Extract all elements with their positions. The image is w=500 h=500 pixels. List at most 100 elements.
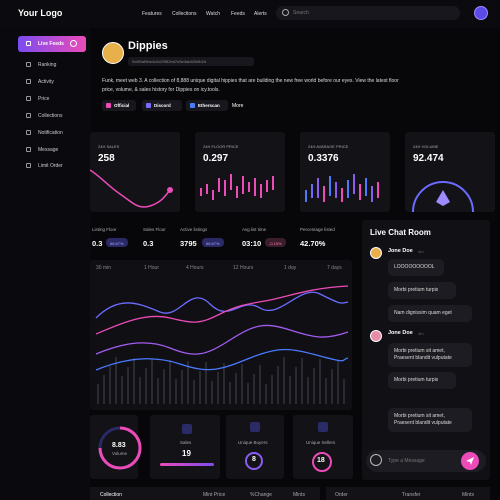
collection-table-header (90, 487, 320, 500)
floor-price-bars (200, 174, 274, 200)
chat-avatar (370, 330, 382, 342)
sidebar-item-ranking[interactable]: Ranking (38, 62, 57, 68)
tab-7days[interactable]: 7 days (327, 265, 342, 271)
chat-title: Live Chat Room (370, 228, 431, 237)
tab-30min[interactable]: 30 min (96, 265, 112, 271)
logo[interactable]: Your Logo (18, 8, 63, 18)
tab-1hour[interactable]: 1 Hour (144, 265, 160, 271)
sidebar-item-live-feeds[interactable] (18, 36, 86, 52)
search-input[interactable] (276, 6, 460, 20)
nav-alerts[interactable]: Alerts (254, 11, 267, 17)
price-icon (26, 96, 31, 101)
message-input[interactable] (366, 450, 486, 472)
unique-sellers-ring (312, 452, 332, 472)
sidebar-item-activity[interactable]: Activity (38, 79, 54, 85)
collections-icon (26, 113, 31, 118)
sellers-icon (318, 422, 328, 432)
stat-value: 92.474 (413, 153, 444, 164)
th-collection[interactable]: Collection (100, 492, 122, 498)
metric-value-avg-list-time: 03:10 (242, 239, 262, 248)
etherscan-link[interactable]: Etherscan (186, 100, 228, 111)
notification-icon (26, 130, 31, 135)
stat-label: 24H SALES (98, 144, 120, 149)
etherscan-icon (190, 103, 195, 108)
contract-address[interactable]: 0x6f0af9bb4c0d29f82bd7e8e3ab82b9b2d (128, 57, 254, 66)
emoji-icon[interactable] (370, 454, 382, 466)
th-mint-price[interactable]: Mint Price (203, 492, 226, 498)
limit-order-icon (26, 163, 31, 168)
metric-value-active-listings: 3795 (180, 239, 197, 248)
stat-value: 0.3376 (308, 153, 339, 164)
th-change[interactable]: %Change (250, 492, 272, 498)
chat-avatar (370, 247, 382, 259)
chat-username: Jone Doe (388, 330, 413, 336)
collection-title: Dippies (128, 40, 168, 52)
sidebar-item-notification[interactable]: Notification (38, 130, 63, 136)
sidebar-item-collections[interactable]: Collections (38, 113, 63, 119)
sidebar (0, 28, 90, 500)
arrow-icon (70, 40, 77, 47)
official-icon (106, 103, 111, 108)
chart-lines (95, 285, 349, 404)
chat-message: Nam dignissim quam eget (388, 305, 472, 322)
average-price-bars (305, 174, 379, 202)
search-placeholder: Search (293, 10, 309, 16)
th-mints[interactable]: Mints (293, 492, 305, 498)
nav-collections[interactable]: Collections (172, 11, 197, 17)
nav-watch[interactable]: Watch (206, 11, 220, 17)
stat-card-floor-price: 24H FLOOR PRICE 0.297 (195, 132, 285, 212)
metric-label-active-listings: Active listings (180, 227, 208, 232)
th-order[interactable]: Order (335, 492, 348, 498)
stat-card-sales: 24H SALES 258 (90, 132, 180, 212)
tab-4hours[interactable]: 4 Hours (186, 265, 204, 271)
discord-icon (146, 103, 151, 108)
sales-sparkline (90, 169, 173, 208)
message-icon (26, 147, 31, 152)
volume-value: 8.83 (112, 442, 126, 449)
stat-label: 24H FLOOR PRICE (203, 144, 239, 149)
metric-label-listing-floor: Listing Floor (92, 227, 117, 232)
chat-message: Morbi pretium turpis (388, 282, 456, 299)
sidebar-item-price[interactable]: Price (38, 96, 50, 102)
user-avatar[interactable] (474, 6, 488, 20)
metric-badge: 66.67% (106, 238, 128, 247)
metric-badge: -0.15% (265, 238, 286, 247)
unique-buyers-label: Unique Buyers (238, 440, 268, 445)
live-feeds-icon (26, 41, 31, 46)
search-icon (282, 9, 289, 16)
stat-value: 258 (98, 153, 115, 164)
more-link[interactable]: More (232, 103, 244, 109)
volume-gauge (412, 181, 474, 212)
sidebar-label-live-feeds: Live Feeds (38, 41, 64, 47)
nav-features[interactable]: Features (142, 11, 162, 17)
tab-1day[interactable]: 1 day (284, 265, 297, 271)
nav-feeds[interactable]: Feeds (231, 11, 245, 17)
metric-label-avg-list-time: Avg.list time (242, 227, 267, 232)
volume-ring (98, 426, 142, 470)
sales-value: 19 (182, 449, 191, 458)
discord-link[interactable]: Discord (142, 100, 182, 111)
chat-message: Morbi pretium sit amet, Praesent blandit… (388, 408, 472, 432)
sidebar-item-message[interactable]: Message (38, 147, 59, 153)
ethereum-icon (436, 190, 450, 206)
official-link[interactable]: Official (102, 100, 136, 111)
chat-message: LOOOOOOOOOL (388, 259, 444, 276)
message-placeholder: Type a Message (388, 458, 425, 464)
unique-sellers-value: 18 (317, 457, 325, 464)
chat-time: 4m (418, 331, 424, 336)
sales-icon (182, 424, 192, 434)
th-mints2[interactable]: Mints (462, 492, 474, 498)
unique-buyers-value: 8 (252, 456, 256, 463)
metric-label-percentage-listed: Percentage listed (300, 227, 335, 232)
sales-label: Sales (180, 440, 192, 445)
chat-message: Morbi pretium turpis (388, 372, 456, 389)
send-icon (466, 457, 474, 465)
th-transfer[interactable]: Transfer (402, 492, 421, 498)
metric-label-sales-floor: Sales Floor (143, 227, 166, 232)
sidebar-item-limit-order[interactable]: Limit Order (38, 163, 63, 169)
stat-card-average-price: 24H AVARAGE PRICE 0.3376 (300, 132, 390, 212)
stat-label: 24H AVARAGE PRICE (308, 144, 349, 149)
buyers-icon (250, 422, 260, 432)
chat-username: Jone Doe (388, 248, 413, 254)
tab-12hours[interactable]: 12 Hours (233, 265, 254, 271)
